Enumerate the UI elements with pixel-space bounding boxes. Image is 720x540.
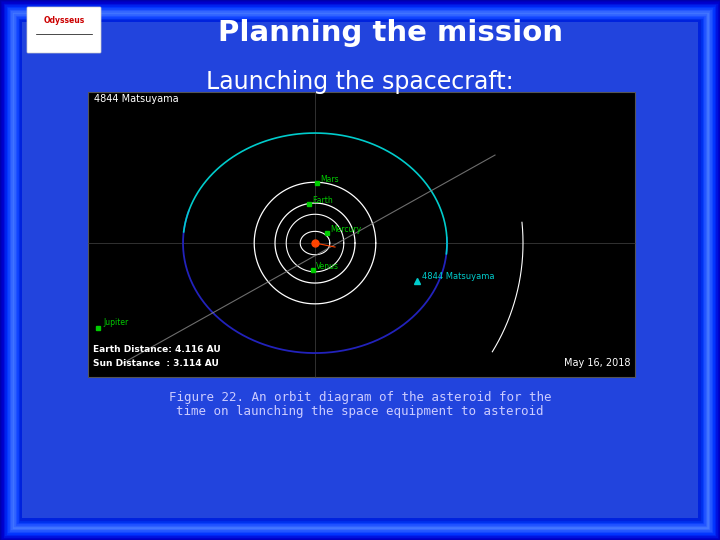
Text: Venus: Venus — [316, 262, 339, 271]
Text: Earth: Earth — [312, 196, 333, 205]
Text: 4844 Matsuyama: 4844 Matsuyama — [422, 272, 495, 281]
Text: Mars: Mars — [320, 175, 338, 184]
Text: Odysseus: Odysseus — [43, 16, 85, 25]
Text: 4844 Matsuyama: 4844 Matsuyama — [94, 94, 179, 104]
Text: Jupiter: Jupiter — [103, 318, 128, 327]
Text: Mercury: Mercury — [330, 225, 361, 234]
Text: Earth Distance: 4.116 AU: Earth Distance: 4.116 AU — [93, 345, 221, 354]
FancyBboxPatch shape — [27, 7, 101, 53]
Bar — [88, 92, 635, 377]
Text: Figure 22. An orbit diagram of the asteroid for the: Figure 22. An orbit diagram of the aster… — [168, 390, 552, 403]
Text: time on launching the space equipment to asteroid: time on launching the space equipment to… — [176, 406, 544, 419]
Text: Sun Distance  : 3.114 AU: Sun Distance : 3.114 AU — [93, 359, 219, 368]
Text: May 16, 2018: May 16, 2018 — [564, 358, 630, 368]
Text: Planning the mission: Planning the mission — [217, 19, 562, 47]
Text: Launching the spacecraft:: Launching the spacecraft: — [206, 70, 514, 94]
